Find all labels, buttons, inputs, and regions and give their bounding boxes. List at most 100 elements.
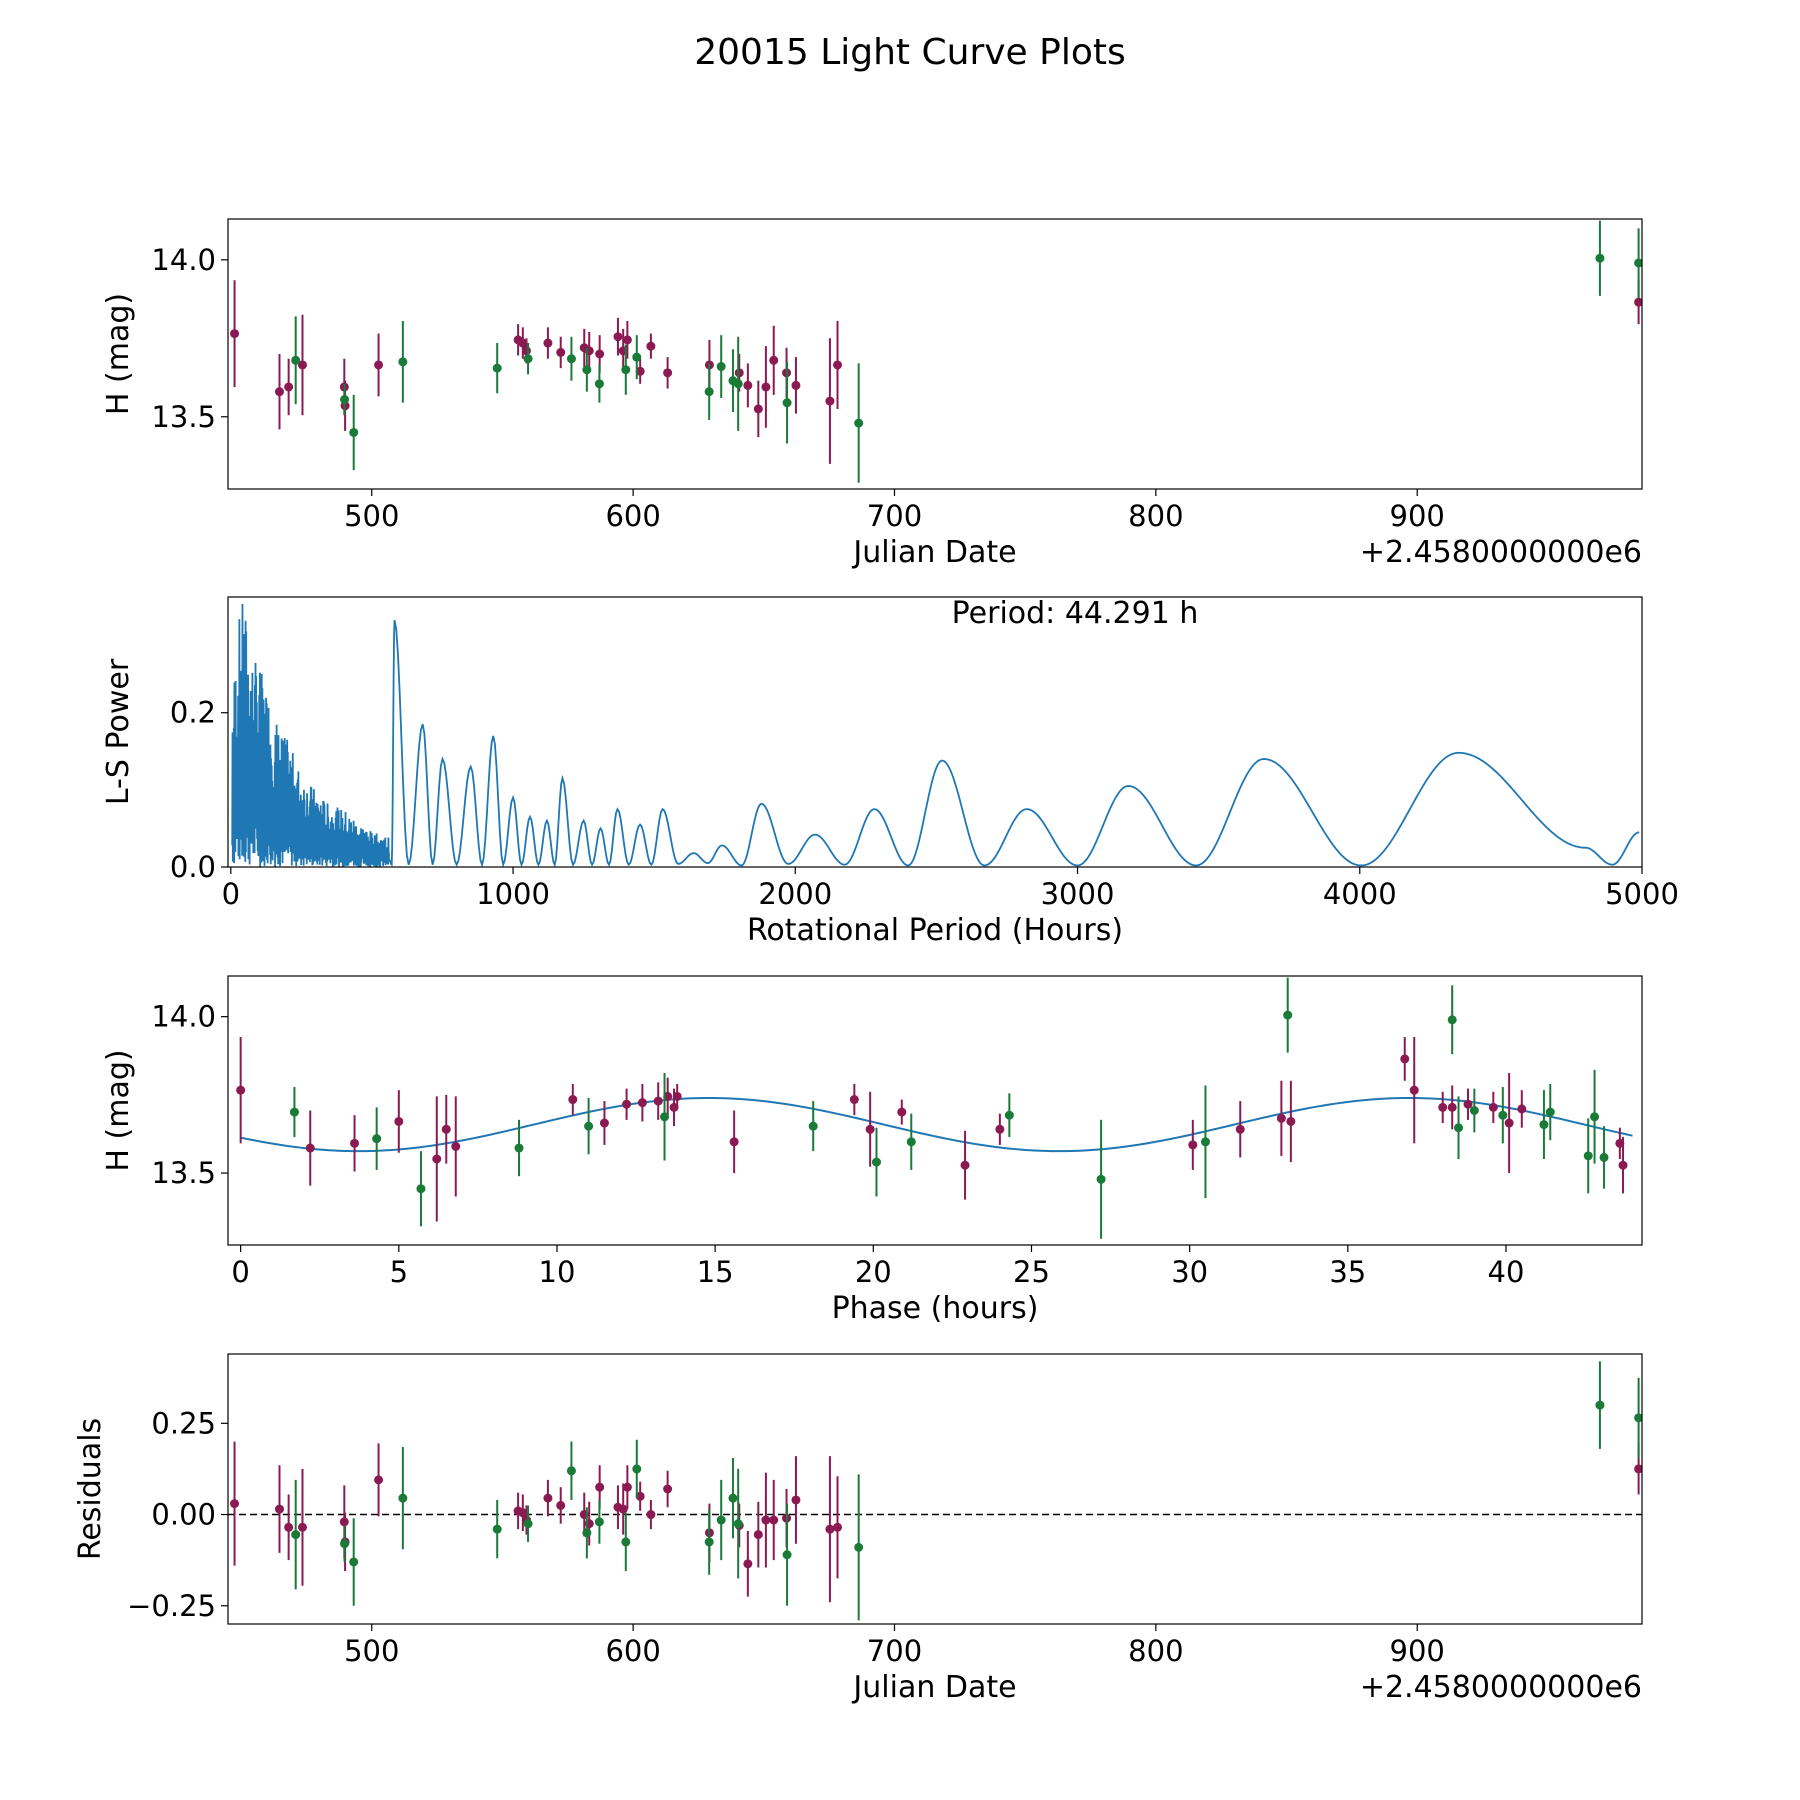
green-data-point [1004,1110,1014,1120]
green-data-point [1595,1400,1605,1410]
x-axis-label: Rotational Period (Hours) [747,913,1123,948]
green-data-point [1454,1123,1464,1133]
magenta-data-point [637,1098,647,1108]
green-data-point [514,1143,524,1153]
magenta-data-point [350,1138,360,1148]
green-data-point [349,427,359,437]
x-tick-label: 35 [1329,1255,1366,1289]
lightcurve-plot-area [230,220,1642,483]
x-axis-label: Julian Date [851,535,1016,570]
magenta-data-point [995,1124,1005,1134]
x-tick-label: 1000 [476,877,550,911]
green-data-point [349,1557,359,1567]
green-data-point [704,1537,714,1547]
magenta-data-point [769,1515,779,1525]
magenta-data-point [743,380,753,390]
x-tick-label: 20 [855,1255,892,1289]
magenta-data-point [394,1116,404,1126]
magenta-data-point [635,366,645,376]
magenta-data-point [432,1154,442,1164]
green-data-point [492,363,502,373]
magenta-data-point [1235,1124,1245,1134]
periodogram-panel: 0 1000 2000 3000 4000 5000 0.0 0.2 Rotational Pe… [101,596,1679,948]
y-axis-label: H (mag) [101,1049,136,1171]
magenta-data-point [1634,297,1642,307]
x-tick-label: 15 [697,1255,734,1289]
phased-axes-frame [227,975,1643,1246]
magenta-data-point [865,1124,875,1134]
magenta-data-point [635,1491,645,1501]
magenta-data-point [1447,1102,1457,1112]
x-tick-label: 900 [1390,499,1445,533]
magenta-data-point [622,1099,632,1109]
magenta-data-point [791,1495,801,1505]
magenta-data-point [1188,1140,1198,1150]
magenta-data-point [441,1124,451,1134]
green-data-point [632,1464,642,1474]
y-axis-label: L-S Power [101,658,136,805]
magenta-data-point [960,1160,970,1170]
magenta-data-point [622,335,632,345]
x-tick-label: 30 [1171,1255,1208,1289]
magenta-data-point [825,396,835,406]
magenta-data-point [663,1484,673,1494]
magenta-data-point [833,360,843,370]
green-data-point [398,1493,408,1503]
magenta-data-point [1438,1102,1448,1112]
green-data-point [660,1112,670,1122]
x-tick-label: 500 [344,1634,399,1668]
x-tick-label: 800 [1128,1634,1183,1668]
magenta-data-point [663,368,673,378]
magenta-data-point [646,1510,656,1520]
magenta-data-point [274,387,284,397]
green-data-point [1498,1110,1508,1120]
green-data-point [1583,1151,1593,1161]
x-tick-label: 25 [1013,1255,1050,1289]
magenta-data-point [284,1522,294,1532]
x-tick-label: 3000 [1041,877,1115,911]
x-tick-label: 5000 [1605,877,1679,911]
green-data-point [523,354,533,364]
magenta-data-point [743,1559,753,1569]
y-tick-label: 14.0 [151,1000,216,1034]
y-tick-label: 13.5 [151,400,216,434]
green-data-point [1595,253,1605,263]
green-data-point [1599,1152,1609,1162]
green-data-point [372,1134,382,1144]
y-tick-label: 0.00 [151,1498,216,1532]
x-tick-label: 10 [539,1255,576,1289]
x-tick-label: 5 [390,1255,408,1289]
green-data-point [1539,1120,1549,1130]
green-data-point [782,398,792,408]
y-axis-label: Residuals [73,1418,108,1560]
magenta-data-point [769,355,779,365]
magenta-data-point [1409,1085,1419,1095]
x-tick-label: 800 [1128,499,1183,533]
x-offset-label: +2.4580000000e6 [1360,1670,1642,1705]
green-data-point [906,1137,916,1147]
green-data-point [1096,1174,1106,1184]
magenta-data-point [305,1143,315,1153]
x-axis-label: Julian Date [851,1670,1016,1705]
x-offset-label: +2.4580000000e6 [1360,535,1642,570]
green-data-point [398,357,408,367]
green-data-point [854,1542,864,1552]
green-data-point [1634,1413,1642,1423]
magenta-data-point [274,1504,284,1514]
green-data-point [733,379,743,389]
magenta-data-point [297,360,307,370]
x-tick-label: 900 [1390,1634,1445,1668]
magenta-data-point [734,368,744,378]
figure-title: 20015 Light Curve Plots [694,32,1126,73]
x-tick-label: 700 [867,499,922,533]
magenta-data-point [556,347,566,357]
magenta-data-point [284,382,294,392]
magenta-data-point [1618,1160,1628,1170]
magenta-data-point [849,1095,859,1105]
x-tick-label: 4000 [1323,877,1397,911]
green-data-point [728,1493,738,1503]
magenta-data-point [230,329,240,339]
ls-power-line [231,604,1640,867]
green-data-point [492,1524,502,1534]
